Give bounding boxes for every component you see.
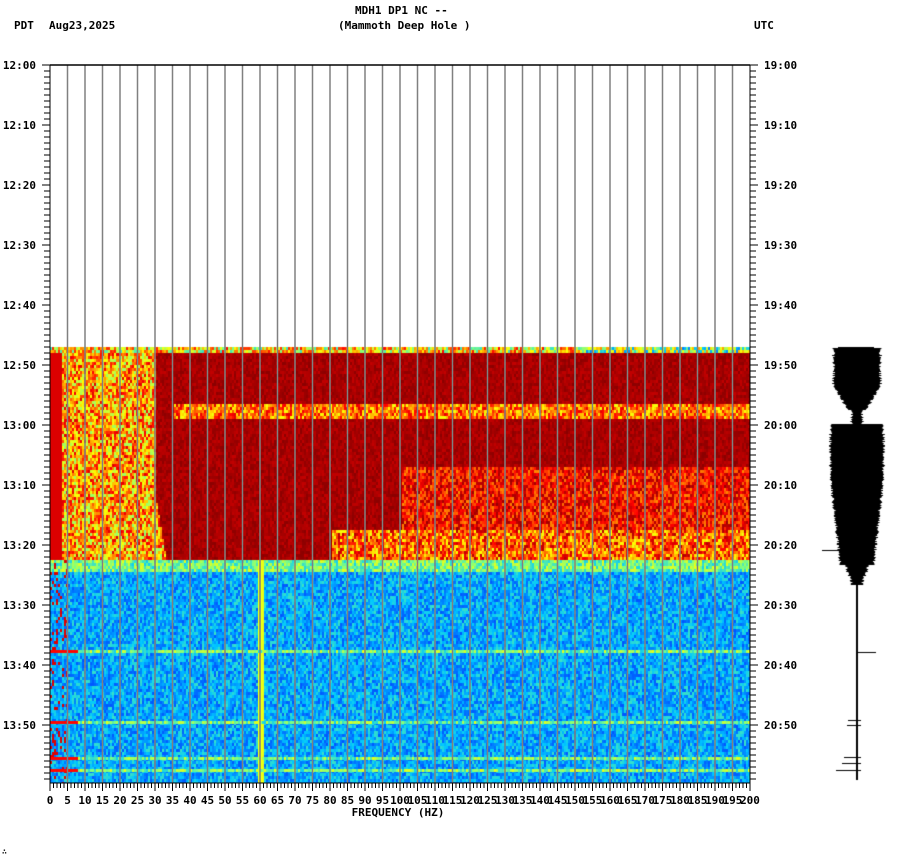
svg-text:20:30: 20:30	[764, 599, 797, 612]
svg-text:65: 65	[271, 794, 284, 807]
svg-text:13:10: 13:10	[3, 479, 36, 492]
svg-text:19:40: 19:40	[764, 299, 797, 312]
svg-text:12:50: 12:50	[3, 359, 36, 372]
svg-text:75: 75	[306, 794, 319, 807]
svg-text:20:20: 20:20	[764, 539, 797, 552]
svg-text:40: 40	[183, 794, 196, 807]
svg-text:20: 20	[113, 794, 126, 807]
svg-text:12:10: 12:10	[3, 119, 36, 132]
svg-text:13:50: 13:50	[3, 719, 36, 732]
svg-text:12:40: 12:40	[3, 299, 36, 312]
svg-text:12:30: 12:30	[3, 239, 36, 252]
footer-mark: ∴	[2, 846, 7, 858]
svg-text:15: 15	[96, 794, 109, 807]
svg-text:50: 50	[218, 794, 231, 807]
svg-text:30: 30	[148, 794, 161, 807]
svg-text:35: 35	[166, 794, 179, 807]
svg-text:20:10: 20:10	[764, 479, 797, 492]
svg-text:13:40: 13:40	[3, 659, 36, 672]
svg-text:25: 25	[131, 794, 144, 807]
svg-text:10: 10	[78, 794, 91, 807]
svg-text:20:00: 20:00	[764, 419, 797, 432]
svg-text:FREQUENCY (HZ): FREQUENCY (HZ)	[352, 806, 445, 819]
svg-text:13:30: 13:30	[3, 599, 36, 612]
svg-text:19:20: 19:20	[764, 179, 797, 192]
svg-text:19:50: 19:50	[764, 359, 797, 372]
svg-text:55: 55	[236, 794, 249, 807]
svg-text:200: 200	[740, 794, 760, 807]
svg-text:19:10: 19:10	[764, 119, 797, 132]
svg-text:20:50: 20:50	[764, 719, 797, 732]
svg-text:5: 5	[64, 794, 71, 807]
svg-text:45: 45	[201, 794, 214, 807]
svg-text:70: 70	[288, 794, 301, 807]
svg-text:0: 0	[47, 794, 54, 807]
chart-axes: 12:00 12:10 12:20 12:30 12:40 12:50 13:00 13:10…	[0, 0, 902, 864]
svg-text:80: 80	[323, 794, 336, 807]
svg-text:19:00: 19:00	[764, 59, 797, 72]
svg-text:12:00: 12:00	[3, 59, 36, 72]
svg-text:13:00: 13:00	[3, 419, 36, 432]
svg-text:19:30: 19:30	[764, 239, 797, 252]
svg-text:13:20: 13:20	[3, 539, 36, 552]
svg-text:60: 60	[253, 794, 266, 807]
svg-text:20:40: 20:40	[764, 659, 797, 672]
svg-text:12:20: 12:20	[3, 179, 36, 192]
